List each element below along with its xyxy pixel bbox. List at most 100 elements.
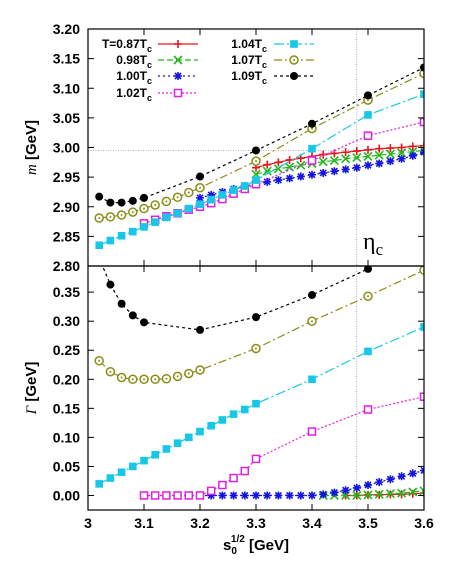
data-point-5-6-center	[165, 377, 168, 380]
top-panel-mass: 2.80 2.85 2.90 2.95 3.00 3.05 3.10 3.15 3.20 m [G…	[23, 21, 425, 274]
data-point-3-2	[162, 491, 171, 500]
data-point-6-1	[106, 280, 115, 289]
data-point-2-8	[285, 491, 294, 500]
data-point-3-13	[419, 392, 424, 401]
data-point-2-12	[330, 167, 339, 176]
data-point-0-12	[386, 144, 395, 153]
data-point-2-8	[285, 174, 294, 183]
data-point-4-0	[95, 480, 103, 488]
data-point-6-3	[128, 311, 137, 320]
y-tick-label-0: 2.80	[53, 258, 80, 274]
data-point-4-1	[106, 474, 115, 482]
data-point-1-4	[296, 160, 306, 170]
data-point-5-13	[419, 68, 424, 79]
data-point-5-9-center	[199, 368, 201, 371]
data-point-2-6	[263, 491, 272, 500]
data-point-3-4	[184, 491, 194, 500]
data-point-0-5	[397, 490, 406, 499]
data-point-4-16	[364, 111, 372, 119]
data-point-3-7	[218, 480, 227, 490]
data-point-4-13	[241, 182, 249, 190]
data-point-4-1	[106, 236, 115, 245]
x-tick-label-4: 3.4	[302, 515, 322, 531]
series-line-1	[255, 149, 424, 175]
data-point-1-12	[385, 149, 395, 159]
series-line-0	[255, 145, 424, 169]
data-point-1-8	[341, 154, 351, 164]
data-point-2-15	[364, 161, 372, 170]
data-point-5-6-center	[165, 200, 168, 203]
data-point-0-8	[341, 148, 350, 157]
series-line-6	[101, 266, 369, 331]
data-point-2-19	[408, 469, 417, 478]
legend-label-2: 1.00Tc	[116, 69, 152, 86]
data-point-3-12	[363, 405, 373, 414]
data-point-3-0	[139, 491, 149, 500]
data-point-2-11	[319, 168, 328, 177]
data-point-2-7	[274, 176, 283, 185]
data-point-0-11	[375, 144, 384, 153]
series-line-1	[323, 490, 424, 497]
data-point-5-11-center	[311, 127, 313, 130]
data-point-4-13	[241, 405, 249, 414]
data-point-2-0	[196, 193, 204, 202]
data-point-5-7-center	[176, 375, 179, 378]
x-axis-label: s01/2 [GeV]	[223, 534, 289, 557]
data-point-4-17	[420, 90, 424, 98]
data-point-2-7	[274, 491, 283, 500]
data-point-1-7	[329, 155, 339, 166]
data-point-5-5-center	[154, 378, 157, 381]
data-point-5-2-center	[120, 214, 123, 217]
series-line-5	[98, 269, 424, 380]
data-point-0-9	[352, 147, 361, 156]
data-point-2-19	[408, 151, 417, 160]
legend-marker-5-center	[293, 59, 295, 61]
data-point-1-10	[363, 151, 373, 161]
data-point-5-10-center	[255, 347, 257, 350]
data-point-6-6	[252, 313, 260, 322]
data-point-4-10	[207, 195, 215, 204]
data-point-5-8-center	[187, 372, 190, 375]
data-point-2-16	[375, 478, 384, 487]
data-point-4-3	[129, 462, 137, 471]
data-point-1-3	[285, 162, 295, 172]
y-tick-label-2: 0.10	[53, 429, 80, 445]
legend-label-0: T=0.87Tc	[102, 37, 152, 54]
data-point-6-0	[95, 192, 104, 201]
data-point-3-11	[307, 427, 317, 436]
series-line-3	[144, 396, 424, 497]
data-point-1-5	[374, 489, 384, 499]
data-point-5-9-center	[199, 186, 201, 189]
y-axis-label: m [GeV]	[23, 120, 40, 175]
data-point-1-9	[419, 486, 424, 496]
data-point-1-9	[352, 153, 362, 163]
data-point-3-1	[150, 491, 160, 500]
data-point-2-10	[308, 170, 316, 179]
bottom-panel-width: 0.00 0.05 0.10 0.15 0.20 0.25 0.30 0.35 3 3.1 3.2 3…	[23, 265, 434, 557]
y-tick-label-5: 0.25	[53, 342, 80, 358]
data-point-5-5-center	[154, 203, 157, 206]
legend-marker-1	[173, 55, 183, 65]
data-point-4-2	[117, 231, 126, 240]
data-point-1-6	[318, 157, 328, 167]
series-line-4	[98, 326, 424, 485]
data-point-6-1	[106, 198, 115, 207]
data-point-4-15	[308, 144, 316, 153]
y-tick-label-7: 3.15	[53, 51, 80, 67]
data-point-2-6	[263, 177, 272, 186]
y-tick-label-4: 3.00	[53, 140, 80, 156]
data-point-3-8	[229, 473, 238, 483]
y-tick-label-2: 2.90	[53, 199, 80, 215]
data-point-5-3-center	[131, 211, 134, 214]
data-point-5-4-center	[143, 207, 145, 210]
data-point-4-17	[420, 323, 424, 331]
x-tick-label-6: 3.6	[414, 515, 434, 531]
data-point-5-0-center	[98, 217, 101, 220]
data-point-2-16	[375, 159, 384, 168]
data-point-5-0-center	[98, 359, 101, 362]
data-point-1-1	[262, 166, 272, 176]
legend-marker-2	[174, 72, 182, 80]
data-point-4-4	[140, 456, 148, 465]
